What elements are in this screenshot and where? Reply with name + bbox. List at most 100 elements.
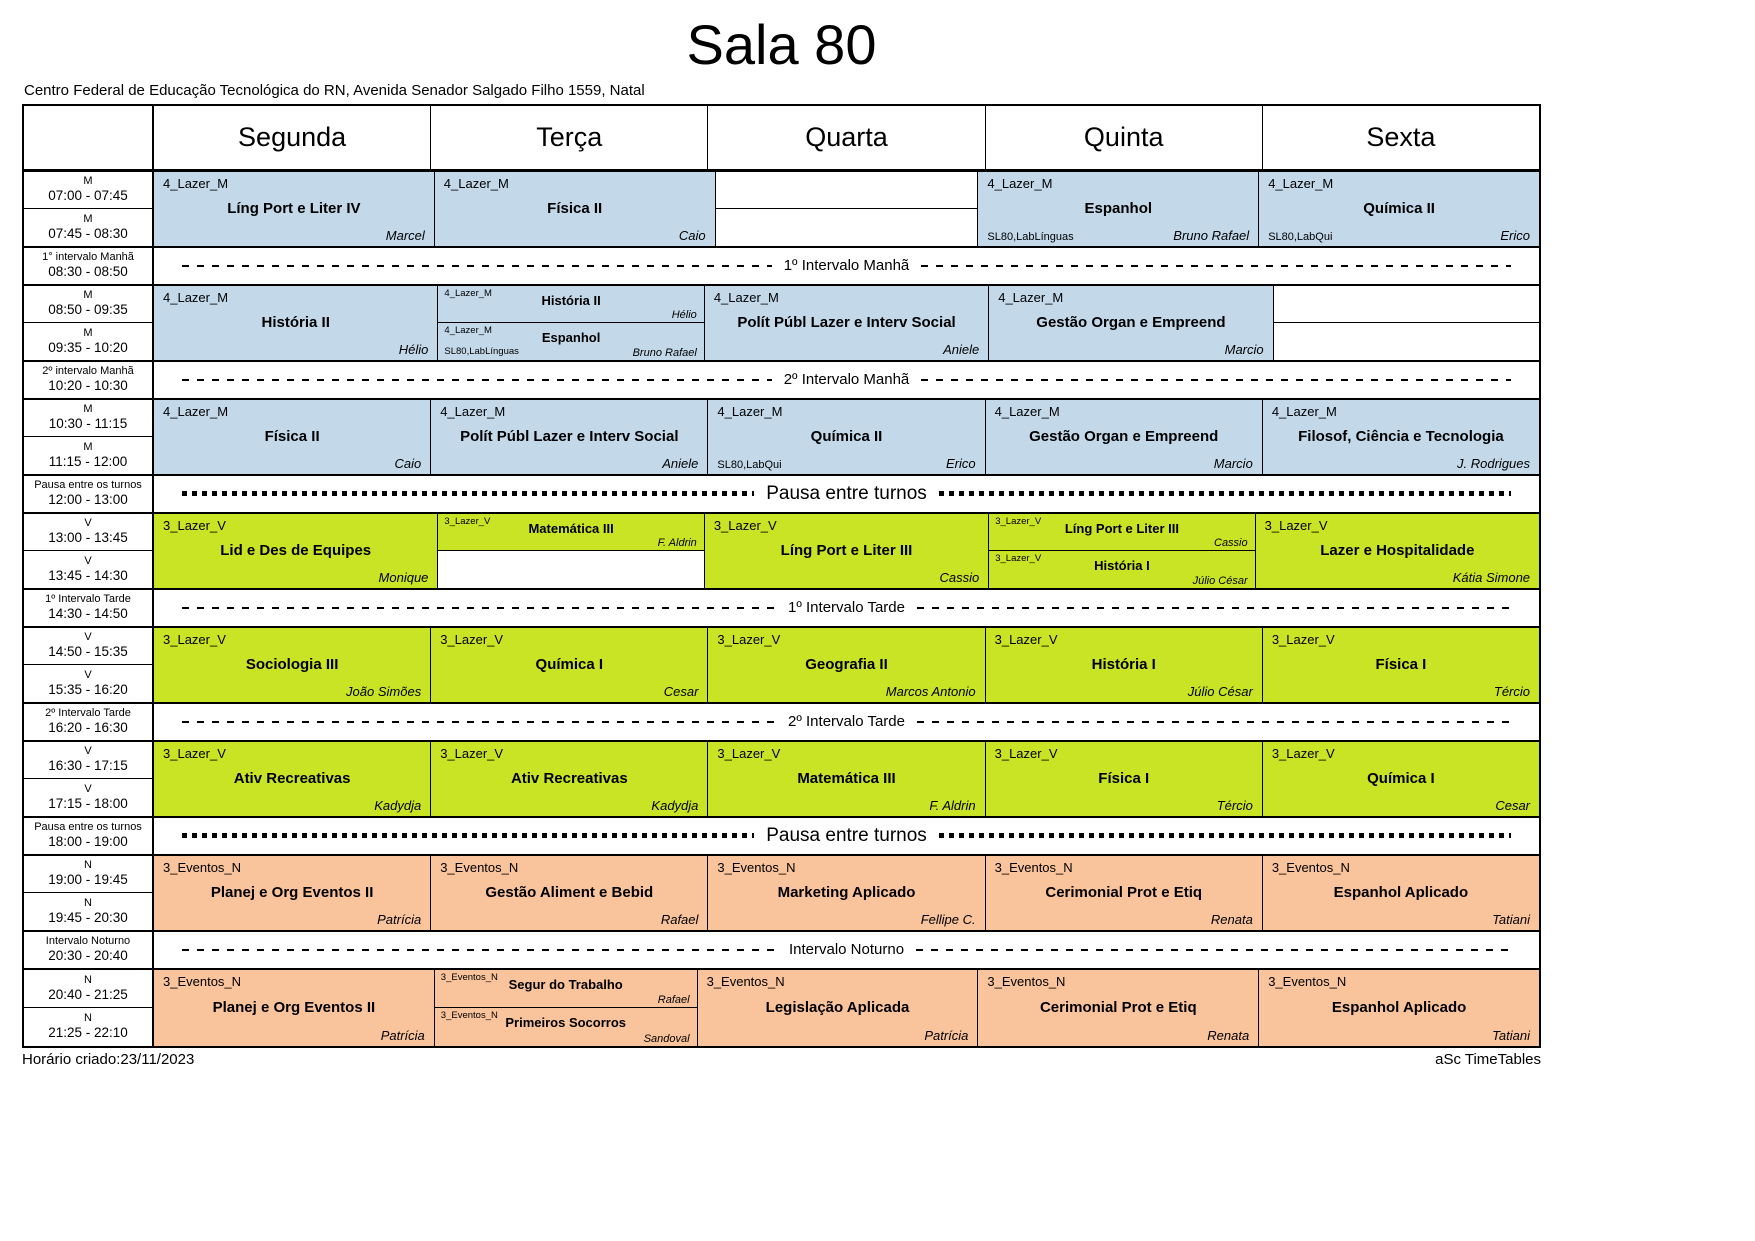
interval-row: 1º Intervalo Tarde 14:30 - 14:50 1º Inte…	[24, 589, 1539, 628]
subject-label: Gestão Aliment e Bebid	[485, 884, 654, 902]
empty-half	[716, 209, 978, 246]
asc-timetables-credit: aSc TimeTables	[1435, 1050, 1541, 1068]
subject-label: Sociologia III	[245, 656, 339, 674]
group-label: 4_Lazer_M	[717, 403, 783, 419]
interval-row: Intervalo Noturno 20:30 - 20:40 Interval…	[24, 931, 1539, 970]
time-slot: V 16:30 - 17:15 V 17:15 - 18:00	[24, 741, 154, 816]
subject-label: Geografia II	[805, 656, 888, 674]
period-time: 19:45 - 20:30	[48, 909, 128, 925]
group-label: 3_Eventos_N	[163, 859, 242, 875]
group-label: 4_Lazer_M	[444, 287, 492, 299]
interval-band-label: Intervalo Noturno	[788, 941, 905, 959]
group-label: 3_Lazer_V	[1271, 745, 1335, 761]
dashed-line	[916, 720, 1512, 723]
time-slot: V 14:50 - 15:35 V 15:35 - 16:20	[24, 627, 154, 702]
subject-label: Física I	[1098, 770, 1150, 788]
teacher-label: Tatiani	[1492, 1027, 1530, 1043]
interval-time: 12:00 - 13:00	[48, 492, 128, 508]
day-header-sexta: Sexta	[1262, 105, 1540, 169]
interval-row: 2º intervalo Manhã 10:20 - 10:30 2º Inte…	[24, 361, 1539, 400]
period: N 19:00 - 19:45	[24, 856, 152, 894]
pause-row: Pausa entre os turnos 12:00 - 13:00 Paus…	[24, 475, 1539, 514]
subject-label: Cerimonial Prot e Etiq	[1039, 999, 1197, 1017]
class-cell: 4_Lazer_M Espanhol SL80,LabLínguas Bruno …	[978, 171, 1260, 246]
class-cell: 3_Eventos_N Legislação Aplicada Patrícia	[697, 969, 979, 1046]
subject-label: Planej e Org Eventos II	[212, 999, 376, 1017]
class-cell-split: 4_Lazer_M História II Hélio 4_Lazer_M Es…	[438, 285, 705, 360]
period-time: 07:45 - 08:30	[48, 225, 128, 241]
interval-row: 2º Intervalo Tarde 16:20 - 16:30 2º Inte…	[24, 703, 1539, 742]
teacher-label: Júlio César	[1192, 574, 1248, 587]
group-label: 4_Lazer_M	[1268, 175, 1334, 191]
subject-label: Química I	[1367, 770, 1435, 788]
empty-half	[438, 551, 703, 588]
interval-band: Intervalo Noturno	[154, 931, 1539, 968]
subject-label: Matemática III	[797, 770, 896, 788]
time-slot: M 10:30 - 11:15 M 11:15 - 12:00	[24, 399, 154, 474]
interval-name: 1° intervalo Manhã	[42, 250, 134, 263]
subject-label: Líng Port e Liter III	[1064, 520, 1179, 536]
subject-label: Ativ Recreativas	[233, 770, 351, 788]
subject-label: Primeiros Socorros	[505, 1015, 627, 1031]
interval-time: 14:30 - 14:50	[48, 606, 128, 622]
period-time: 13:45 - 14:30	[48, 567, 128, 583]
period-time: 08:50 - 09:35	[48, 302, 128, 318]
period-time: 15:35 - 16:20	[48, 681, 128, 697]
subject-label: Lid e Des de Equipes	[220, 542, 372, 560]
class-cell: 4_Lazer_M Física II Caio	[434, 171, 716, 246]
teacher-label: Aniele	[943, 341, 980, 357]
period-tag: V	[84, 517, 92, 530]
group-label: 3_Eventos_N	[717, 859, 796, 875]
period: V 16:30 - 17:15	[24, 742, 152, 780]
interval-time-slot: 2º Intervalo Tarde 16:20 - 16:30	[24, 703, 154, 740]
teacher-label: Kátia Simone	[1452, 569, 1531, 585]
interval-time: 20:30 - 20:40	[48, 948, 128, 964]
class-half-cell: 3_Lazer_V História I Júlio César	[989, 551, 1255, 588]
class-cell: 3_Eventos_N Planej e Org Eventos II Patr…	[154, 969, 435, 1046]
interval-name: Pausa entre os turnos	[34, 820, 142, 833]
class-half-cell: 4_Lazer_M Espanhol SL80,LabLínguas Bruno…	[438, 323, 704, 360]
subject-label: Química II	[1363, 200, 1435, 218]
class-cell: 3_Lazer_V Geografia II Marcos Antonio	[708, 627, 986, 702]
dotted-line	[182, 833, 755, 839]
subject-label: História II	[261, 314, 330, 332]
group-label: 3_Lazer_V	[440, 745, 504, 761]
subject-label: Líng Port e Liter IV	[227, 200, 361, 218]
interval-time-slot: Intervalo Noturno 20:30 - 20:40	[24, 931, 154, 968]
class-cell: 3_Eventos_N Marketing Aplicado Fellipe C…	[708, 855, 986, 930]
period-time: 09:35 - 10:20	[48, 339, 128, 355]
group-label: 3_Eventos_N	[1268, 973, 1347, 989]
interval-band: 2º Intervalo Manhã	[154, 361, 1539, 398]
period-tag: M	[83, 440, 93, 453]
interval-band: 2º Intervalo Tarde	[154, 703, 1539, 740]
dotted-line	[938, 833, 1512, 839]
time-slot: M 08:50 - 09:35 M 09:35 - 10:20	[24, 285, 154, 360]
subject-label: Cerimonial Prot e Etiq	[1045, 884, 1203, 902]
dashed-line	[182, 264, 772, 267]
group-label: 3_Lazer_V	[163, 517, 226, 533]
block-row-afternoon-1: V 13:00 - 13:45 V 13:45 - 14:30 3_Lazer_…	[24, 513, 1540, 590]
footer: Horário criado:23/11/2023 aSc TimeTables	[22, 1051, 1541, 1068]
group-label: 4_Lazer_M	[163, 175, 229, 191]
class-cell: 4_Lazer_M Filosof, Ciência e Tecnologia …	[1262, 399, 1540, 474]
room-label: SL80,LabQui	[717, 458, 782, 471]
group-label: 3_Eventos_N	[440, 859, 519, 875]
teacher-label: Cesar	[1495, 797, 1531, 813]
teacher-label: Rafael	[657, 994, 690, 1007]
group-label: 4_Lazer_M	[994, 403, 1060, 419]
period: N 21:25 - 22:10	[24, 1008, 152, 1046]
group-label: 3_Lazer_V	[1264, 517, 1328, 533]
subject-label: Ativ Recreativas	[510, 770, 628, 788]
group-label: 3_Lazer_V	[440, 631, 504, 647]
class-cell: 3_Lazer_V Física I Tércio	[985, 741, 1263, 816]
room-label: SL80,LabQui	[1268, 230, 1333, 243]
class-cell: 4_Lazer_M História II Hélio	[154, 285, 439, 360]
period: M 07:45 - 08:30	[24, 209, 152, 246]
interval-band: 1º Intervalo Manhã	[154, 247, 1539, 284]
period-time: 14:50 - 15:35	[48, 644, 128, 660]
class-cell-split: 3_Eventos_N Segur do Trabalho Rafael 3_E…	[434, 969, 698, 1046]
pause-band: Pausa entre turnos	[154, 475, 1539, 512]
class-half-cell: 3_Eventos_N Segur do Trabalho Rafael	[434, 969, 697, 1009]
period: V 13:00 - 13:45	[24, 514, 152, 552]
interval-time-slot: 1° intervalo Manhã 08:30 - 08:50	[24, 247, 154, 284]
